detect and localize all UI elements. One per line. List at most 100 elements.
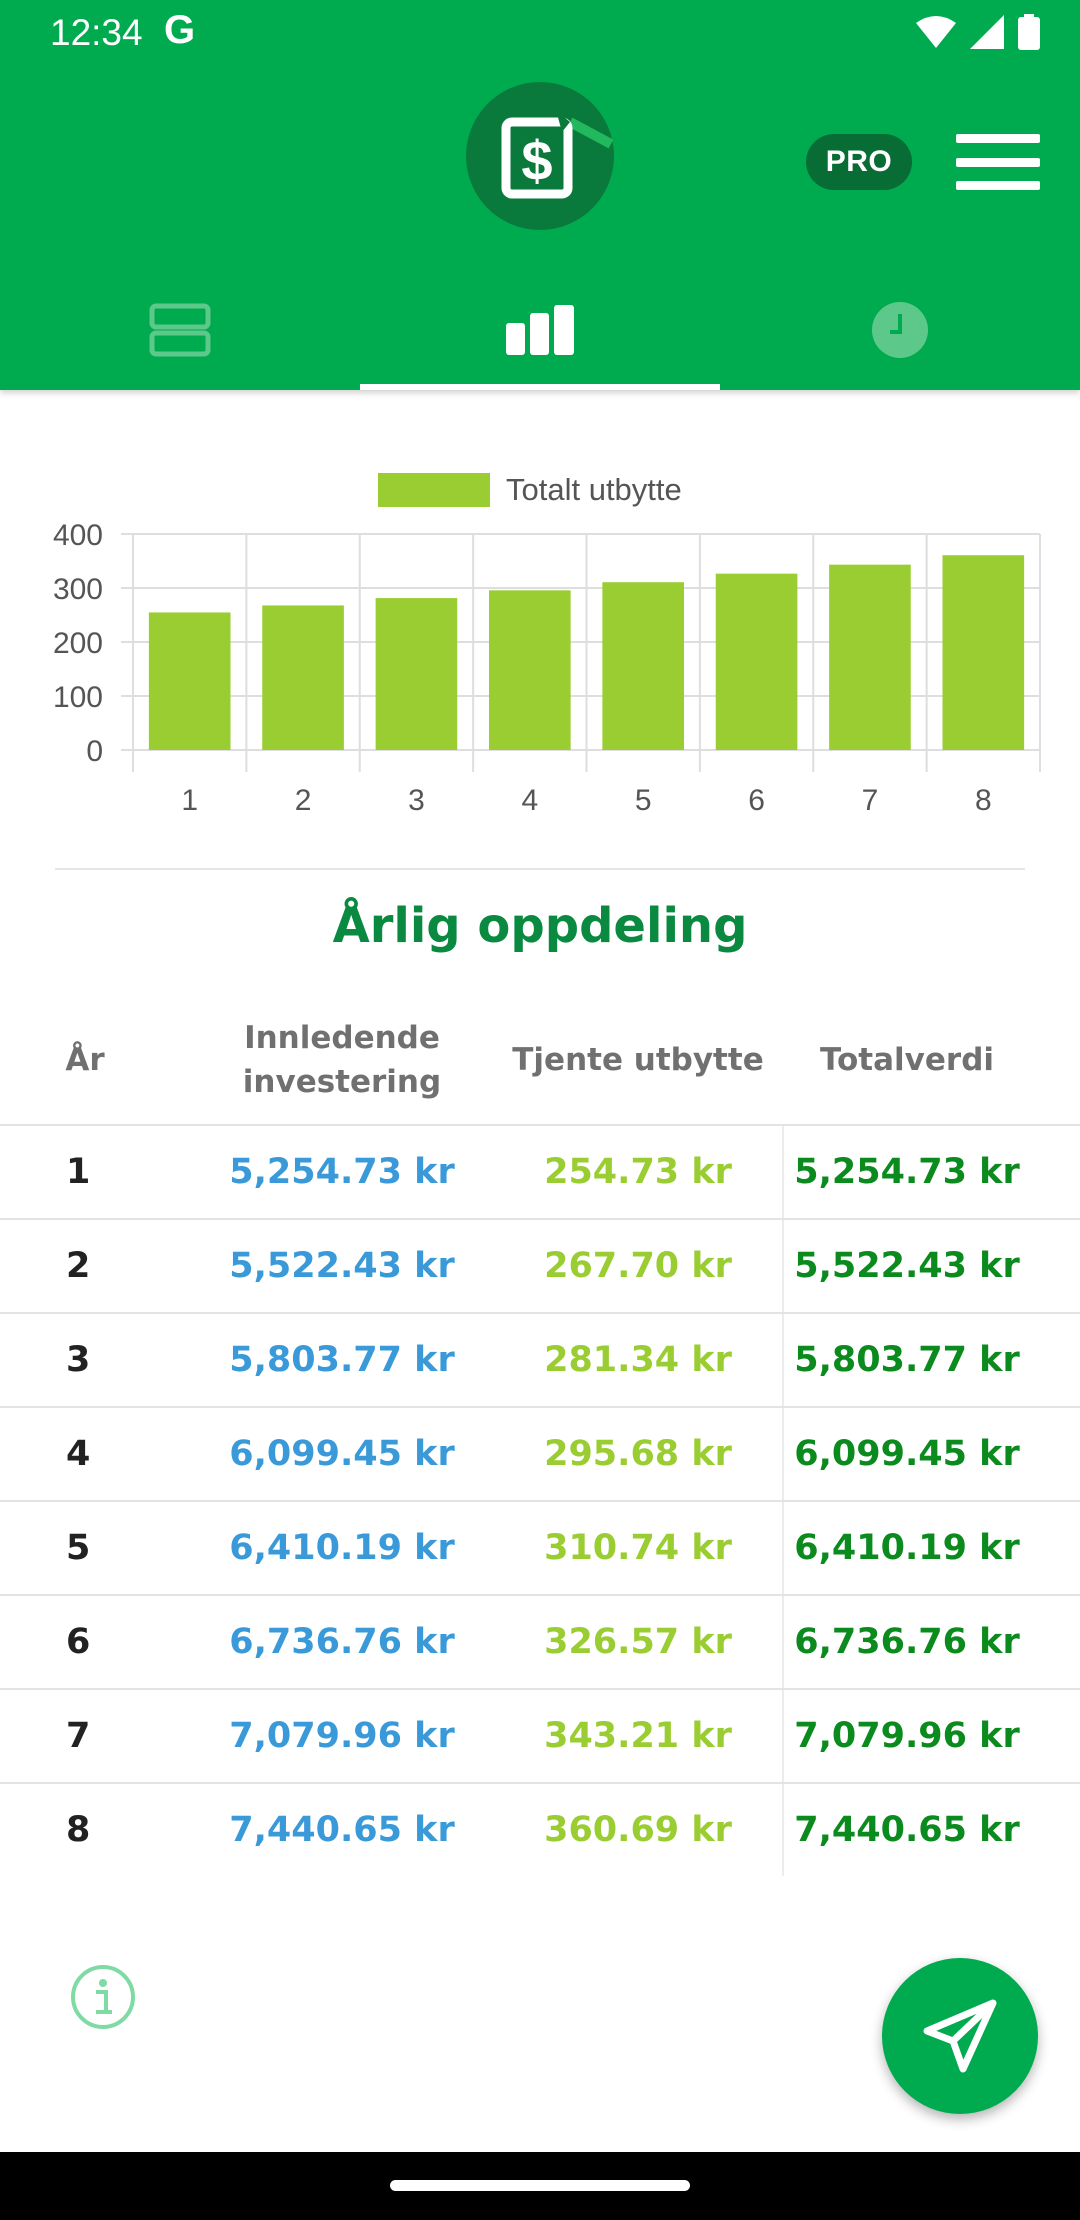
chart-legend: Totalt utbytte [378,472,682,508]
initial-investment-cell: 6,736.76 kr [229,1622,455,1662]
table-row: 4 6,099.45 kr 295.68 kr 6,099.45 kr [0,1406,1080,1500]
info-icon-svg [71,1965,135,2029]
status-time: 12:34 [50,12,143,53]
status-icons [916,14,1040,50]
table-row: 2 5,522.43 kr 267.70 kr 5,522.43 kr [0,1218,1080,1312]
table-row: 1 5,254.73 kr 254.73 kr 5,254.73 kr [0,1124,1080,1218]
dollar-document-icon: $ [501,110,614,199]
bar-year-8 [942,555,1025,750]
share-button[interactable] [882,1958,1038,2114]
header-year: År [65,1042,105,1078]
year-cell: 4 [66,1434,91,1474]
dividend-cell: 254.73 kr [544,1152,732,1192]
year-cell: 3 [66,1340,91,1380]
x-tick-label: 3 [408,784,425,817]
bar-year-5 [602,582,685,750]
y-tick-label: 200 [53,627,103,660]
bar-year-1 [148,612,231,750]
google-icon: G [164,8,196,52]
legend-swatch [378,473,490,507]
status-bar: 12:34 G [0,0,1080,66]
header-total: Totalverdi [819,1042,995,1078]
tab-list[interactable] [0,270,360,390]
header-initial-line1: Innledende [244,1020,440,1056]
year-cell: 1 [66,1152,91,1192]
section-title: Årlig oppdeling [332,898,748,954]
bar-year-2 [262,605,344,750]
clock-icon [872,302,928,358]
year-cell: 7 [66,1716,91,1756]
bar-year-6 [715,573,798,750]
header-initial-line2: investering [242,1064,442,1100]
pro-badge[interactable]: PRO [806,134,912,190]
bar-chart-icon [506,305,574,355]
column-separator [782,1784,784,1876]
year-cell: 8 [66,1810,91,1850]
dividend-cell: 360.69 kr [544,1810,732,1850]
battery-icon [1018,14,1040,50]
y-tick-label: 0 [86,735,103,768]
table-row: 7 7,079.96 kr 343.21 kr 7,079.96 kr [0,1688,1080,1782]
table-row: 5 6,410.19 kr 310.74 kr 6,410.19 kr [0,1500,1080,1594]
bar-year-4 [488,590,571,750]
year-cell: 6 [66,1622,91,1662]
table-row: 8 7,440.65 kr 360.69 kr 7,440.65 kr [0,1782,1080,1876]
initial-investment-cell: 5,803.77 kr [229,1340,455,1380]
total-value-cell: 5,254.73 kr [794,1152,1020,1192]
legend-label: Totalt utbytte [506,472,682,507]
tab-indicator [360,384,720,390]
y-tick-label: 400 [53,519,103,552]
dividend-cell: 326.57 kr [544,1622,732,1662]
dividend-cell: 343.21 kr [544,1716,732,1756]
total-value-cell: 6,099.45 kr [794,1434,1020,1474]
home-handle[interactable] [390,2180,690,2191]
x-tick-label: 6 [748,784,765,817]
year-cell: 2 [66,1246,91,1286]
hamburger-menu-icon[interactable] [956,134,1040,190]
tab-history[interactable] [720,270,1080,390]
x-tick-label: 2 [295,784,312,817]
total-value-cell: 7,079.96 kr [794,1716,1020,1756]
total-value-cell: 6,410.19 kr [794,1528,1020,1568]
dividend-cell: 267.70 kr [544,1246,732,1286]
tab-chart[interactable] [360,270,720,390]
list-view-icon [149,303,211,357]
initial-investment-cell: 6,410.19 kr [229,1528,455,1568]
signal-icon [970,15,1004,49]
send-icon [923,1999,997,2073]
info-icon[interactable] [70,1964,136,2030]
column-separator [782,1596,784,1688]
initial-investment-cell: 7,079.96 kr [229,1716,455,1756]
bar-chart: 0 100 200 300 400 1 2 3 4 5 6 7 8 [53,519,1041,817]
year-cell: 5 [66,1528,91,1568]
dividend-cell: 281.34 kr [544,1340,732,1380]
tab-bar [0,270,1080,390]
total-value-cell: 5,803.77 kr [794,1340,1020,1380]
header-dividend: Tjente utbytte [512,1042,764,1078]
column-separator [782,1314,784,1406]
total-value-cell: 6,736.76 kr [794,1622,1020,1662]
divider [55,868,1025,870]
initial-investment-cell: 7,440.65 kr [229,1810,455,1850]
x-tick-label: 4 [521,784,538,817]
column-separator [782,1502,784,1594]
column-separator [782,1690,784,1782]
initial-investment-cell: 5,254.73 kr [229,1152,455,1192]
app-logo: $ [466,82,614,230]
x-tick-label: 7 [862,784,879,817]
bar-year-3 [375,598,458,750]
x-tick-label: 8 [975,784,992,817]
y-tick-label: 300 [53,573,103,606]
table-row: 3 5,803.77 kr 281.34 kr 5,803.77 kr [0,1312,1080,1406]
x-tick-label: 5 [635,784,652,817]
column-separator [782,1126,784,1218]
bar-year-7 [829,564,911,750]
dividend-cell: 295.68 kr [544,1434,732,1474]
total-value-cell: 7,440.65 kr [794,1810,1020,1850]
wifi-icon [916,16,956,48]
dividend-cell: 310.74 kr [544,1528,732,1568]
header-initial-investment: Innledende investering [200,996,484,1124]
table-row: 6 6,736.76 kr 326.57 kr 6,736.76 kr [0,1594,1080,1688]
column-separator [782,1408,784,1500]
app-header: 12:34 G $ PRO [0,0,1080,390]
